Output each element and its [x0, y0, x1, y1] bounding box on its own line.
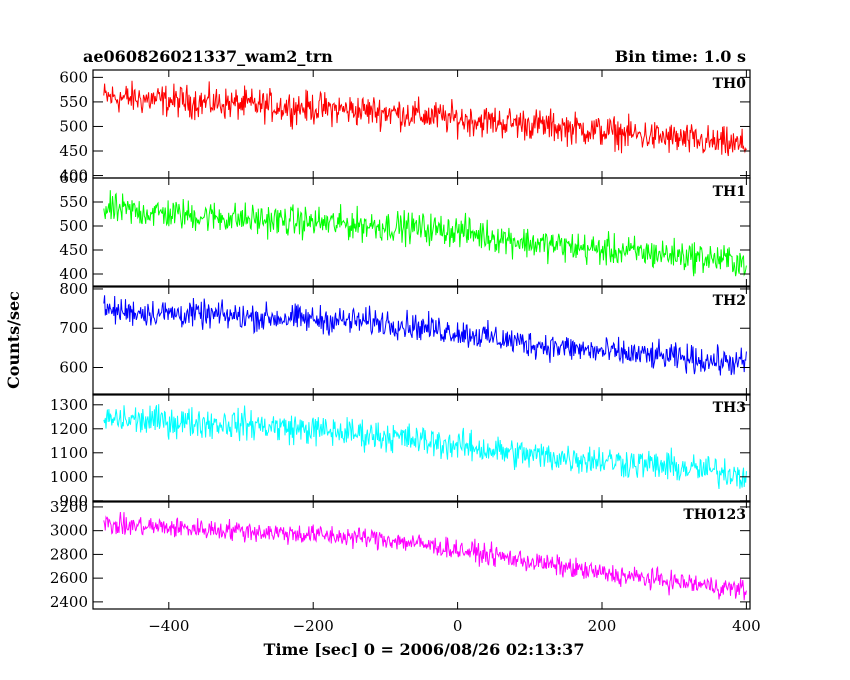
- panel-label-th0: TH0: [713, 76, 747, 92]
- panel-label-th2: TH2: [713, 293, 746, 309]
- y-tick-label: 400: [59, 167, 88, 185]
- y-tick-label: 500: [59, 217, 88, 235]
- series-line-th1: [103, 190, 747, 277]
- y-tick-label: 500: [59, 117, 88, 135]
- y-tick-label: 1100: [50, 444, 88, 462]
- y-tick-label: 450: [59, 241, 88, 259]
- x-axis-title: Time [sec] 0 = 2006/08/26 02:13:37: [264, 640, 585, 659]
- panel-frame: [92, 177, 751, 287]
- y-tick-label: 550: [59, 93, 88, 111]
- y-tick-label: 400: [59, 265, 88, 283]
- y-tick-label: 800: [59, 280, 88, 298]
- y-tick-label: 900: [59, 492, 88, 510]
- panel-label-th1: TH1: [713, 184, 746, 200]
- y-tick-label: 600: [59, 169, 88, 187]
- panel-th1: 400 450 500 550 600 TH1: [59, 169, 751, 287]
- y-tick-label: 2400: [50, 593, 88, 611]
- y-tick-label: 3200: [50, 498, 88, 516]
- series-line-th2: [103, 295, 747, 376]
- x-tick-label: −400: [148, 617, 189, 635]
- x-axis: −400 −200 0 200 400: [148, 617, 761, 635]
- bin-time-label: Bin time: 1.0 s: [615, 47, 746, 66]
- panel-frame: [92, 500, 751, 610]
- series-line-th0: [103, 80, 747, 157]
- y-axis-title: Counts/sec: [4, 291, 23, 389]
- y-tick-label: 1300: [50, 396, 88, 414]
- y-tick-label: 700: [59, 319, 88, 337]
- x-tick-label: −200: [293, 617, 334, 635]
- panel-th0: 400 450 500 550 600 TH0: [59, 68, 751, 185]
- panel-frame: [92, 69, 751, 179]
- y-tick-label: 600: [59, 359, 88, 377]
- chart-title: ae060826021337_wam2_trn: [83, 47, 333, 66]
- y-tick-label: 450: [59, 142, 88, 160]
- panel-th2: 600 700 800 TH2: [59, 280, 751, 396]
- panel-label-th3: TH3: [713, 400, 746, 416]
- panel-frame: [92, 286, 751, 396]
- y-tick-label: 3000: [50, 522, 88, 540]
- panel-th3: 900 1000 1100 1200 1300 TH3: [50, 393, 751, 510]
- y-tick-label: 2800: [50, 545, 88, 563]
- panel-frame: [92, 393, 751, 503]
- x-tick-label: 0: [453, 617, 463, 635]
- series-line-th3: [103, 404, 747, 490]
- panel-th0123: 2400 2600 2800 3000 3200 TH0123: [50, 498, 751, 611]
- x-tick-label: 200: [588, 617, 617, 635]
- y-tick-label: 550: [59, 193, 88, 211]
- y-tick-label: 600: [59, 68, 88, 86]
- panels-group: 400 450 500 550 600 TH0 400 450 500 550 600 TH1 600 7…: [50, 68, 751, 611]
- y-tick-label: 1000: [50, 468, 88, 486]
- y-tick-label: 2600: [50, 569, 88, 587]
- x-tick-label: 400: [732, 617, 761, 635]
- y-tick-label: 1200: [50, 420, 88, 438]
- panel-label-th0123: TH0123: [683, 507, 746, 523]
- series-line-th0123: [103, 512, 747, 601]
